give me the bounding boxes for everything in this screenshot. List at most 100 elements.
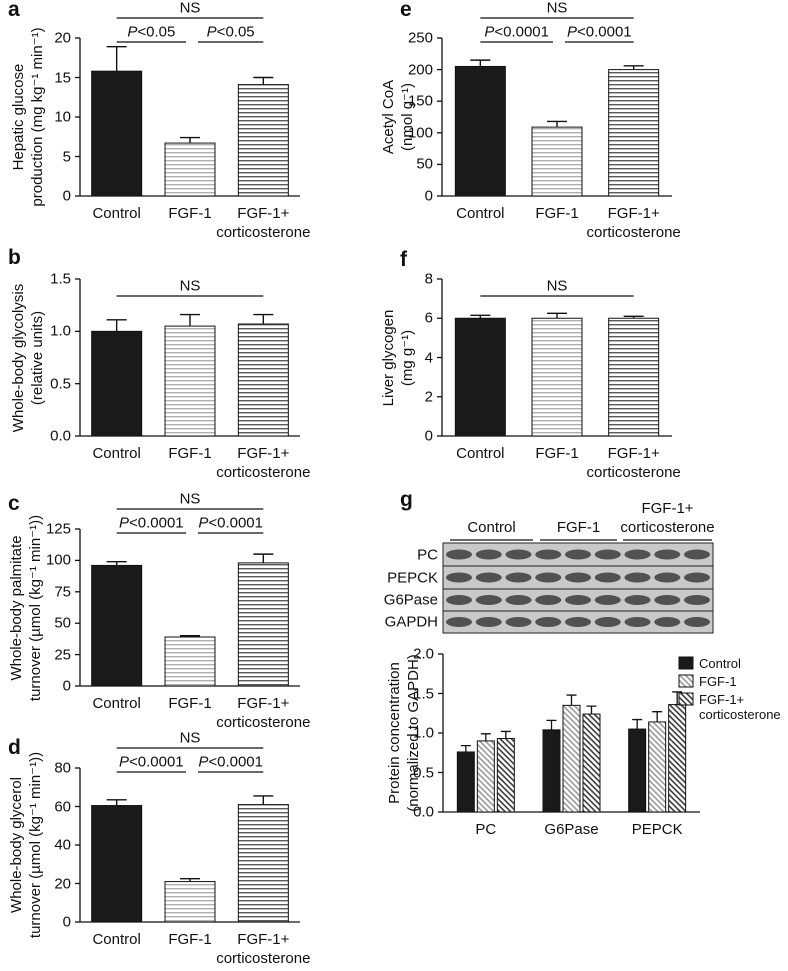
- bar: [164, 636, 216, 687]
- blot-band: [565, 595, 591, 605]
- error-bar: [253, 795, 274, 805]
- bar: [164, 142, 216, 197]
- bar: [237, 804, 289, 923]
- blot-band: [594, 549, 621, 560]
- x-tick-label: Control: [456, 445, 505, 462]
- blot-band: [684, 572, 710, 583]
- bar: [648, 721, 667, 813]
- error-bar: [106, 319, 127, 332]
- blot-band: [475, 549, 502, 560]
- x-tick-label: FGF-1+ corticosterone: [216, 205, 311, 241]
- error-bar: [546, 719, 557, 730]
- blot-band: [505, 617, 532, 627]
- legend-label: Control: [699, 656, 741, 671]
- blot-band: [446, 549, 472, 560]
- error-bar: [253, 313, 274, 325]
- y-tick-label: 200: [407, 61, 433, 79]
- y-tick-label: 75: [54, 583, 71, 601]
- blot-band: [594, 617, 621, 627]
- x-tick-label: FGF-1+ corticosterone: [586, 205, 681, 241]
- panel-label: a: [8, 0, 20, 21]
- blot-band: [624, 595, 651, 605]
- y-tick-label: 2: [424, 388, 433, 406]
- blot-band: [565, 572, 591, 583]
- blot-band: [624, 549, 651, 560]
- x-tick-label: FGF-1: [168, 695, 212, 712]
- x-tick-label: Control: [92, 695, 141, 712]
- blot-band: [654, 595, 681, 605]
- x-tick-label: G6Pase: [544, 821, 599, 838]
- y-tick-label: 4: [424, 349, 433, 366]
- y-tick-label: 20: [54, 875, 71, 892]
- blot-band: [475, 595, 502, 605]
- annotation: NS: [179, 0, 201, 17]
- bar: [237, 84, 289, 197]
- bar: [91, 805, 143, 923]
- bar: [91, 70, 143, 197]
- y-tick-label: 150: [407, 92, 433, 110]
- bar: [164, 881, 216, 923]
- legend-swatch: [678, 674, 694, 688]
- error-bar: [470, 314, 491, 319]
- y-axis-label: Protein concentration (normalized to GAP…: [386, 654, 422, 812]
- x-tick-label: Control: [92, 931, 141, 948]
- y-tick-label: 8: [424, 270, 433, 288]
- blot-band: [475, 617, 502, 627]
- legend-swatch: [678, 656, 694, 670]
- blot-band: [654, 572, 681, 583]
- error-bar: [253, 553, 274, 563]
- x-tick-label: FGF-1+ corticosterone: [216, 445, 311, 481]
- y-tick-label: 5: [62, 148, 71, 165]
- y-tick-label: 1.5: [413, 685, 434, 702]
- blot-band: [684, 549, 710, 560]
- blot-band: [594, 595, 621, 605]
- legend-swatch: [678, 692, 694, 706]
- x-tick-label: FGF-1: [535, 445, 579, 462]
- y-tick-label: 100: [407, 124, 433, 142]
- bar: [531, 317, 583, 437]
- error-bar: [632, 718, 643, 730]
- bar: [237, 323, 289, 437]
- annotation: NS: [179, 277, 201, 295]
- y-axis-label: Whole-body palmitate turnover (µmol (kg⁻…: [8, 514, 44, 701]
- error-bar: [480, 733, 491, 741]
- y-tick-label: 60: [54, 798, 71, 815]
- bar: [454, 65, 506, 197]
- blot-band: [535, 549, 562, 560]
- error-bar: [566, 694, 577, 706]
- y-tick-label: 6: [424, 309, 433, 327]
- panel-label: c: [8, 492, 20, 515]
- y-tick-label: 0.0: [413, 803, 434, 821]
- y-tick-label: 0: [62, 187, 71, 205]
- y-tick-label: 250: [407, 29, 433, 47]
- x-tick-label: Control: [456, 205, 505, 222]
- bar: [91, 330, 143, 437]
- error-bar: [180, 136, 200, 144]
- bar: [476, 740, 495, 813]
- blot-group-label: FGF-1+ corticosterone: [620, 500, 715, 536]
- annotation: P<0.0001: [119, 514, 184, 532]
- annotation: NS: [179, 490, 201, 508]
- y-tick-label: 20: [54, 29, 71, 47]
- blot-band: [624, 617, 651, 627]
- legend-label: FGF-1+ corticosterone: [699, 692, 781, 722]
- y-tick-label: 0.5: [50, 375, 71, 393]
- x-tick-label: FGF-1: [168, 205, 212, 222]
- error-bar: [470, 59, 491, 67]
- y-tick-label: 0.5: [413, 764, 434, 781]
- error-bar: [106, 799, 127, 806]
- x-tick-label: Control: [92, 205, 141, 222]
- error-bar: [652, 711, 663, 722]
- y-axis-label: Hepatic glucose production (mg kg⁻¹ min⁻…: [10, 27, 46, 207]
- y-tick-label: 50: [54, 614, 71, 632]
- y-tick-label: 1.5: [50, 270, 71, 288]
- blot-band: [684, 595, 710, 605]
- error-bar: [586, 705, 597, 715]
- blot-band: [565, 549, 591, 560]
- panel-label: f: [400, 248, 407, 271]
- blot-band: [654, 617, 681, 627]
- blot-band: [475, 572, 502, 583]
- panel-label: e: [400, 0, 412, 21]
- legend-label: FGF-1: [699, 674, 737, 689]
- y-tick-label: 1.0: [50, 322, 71, 340]
